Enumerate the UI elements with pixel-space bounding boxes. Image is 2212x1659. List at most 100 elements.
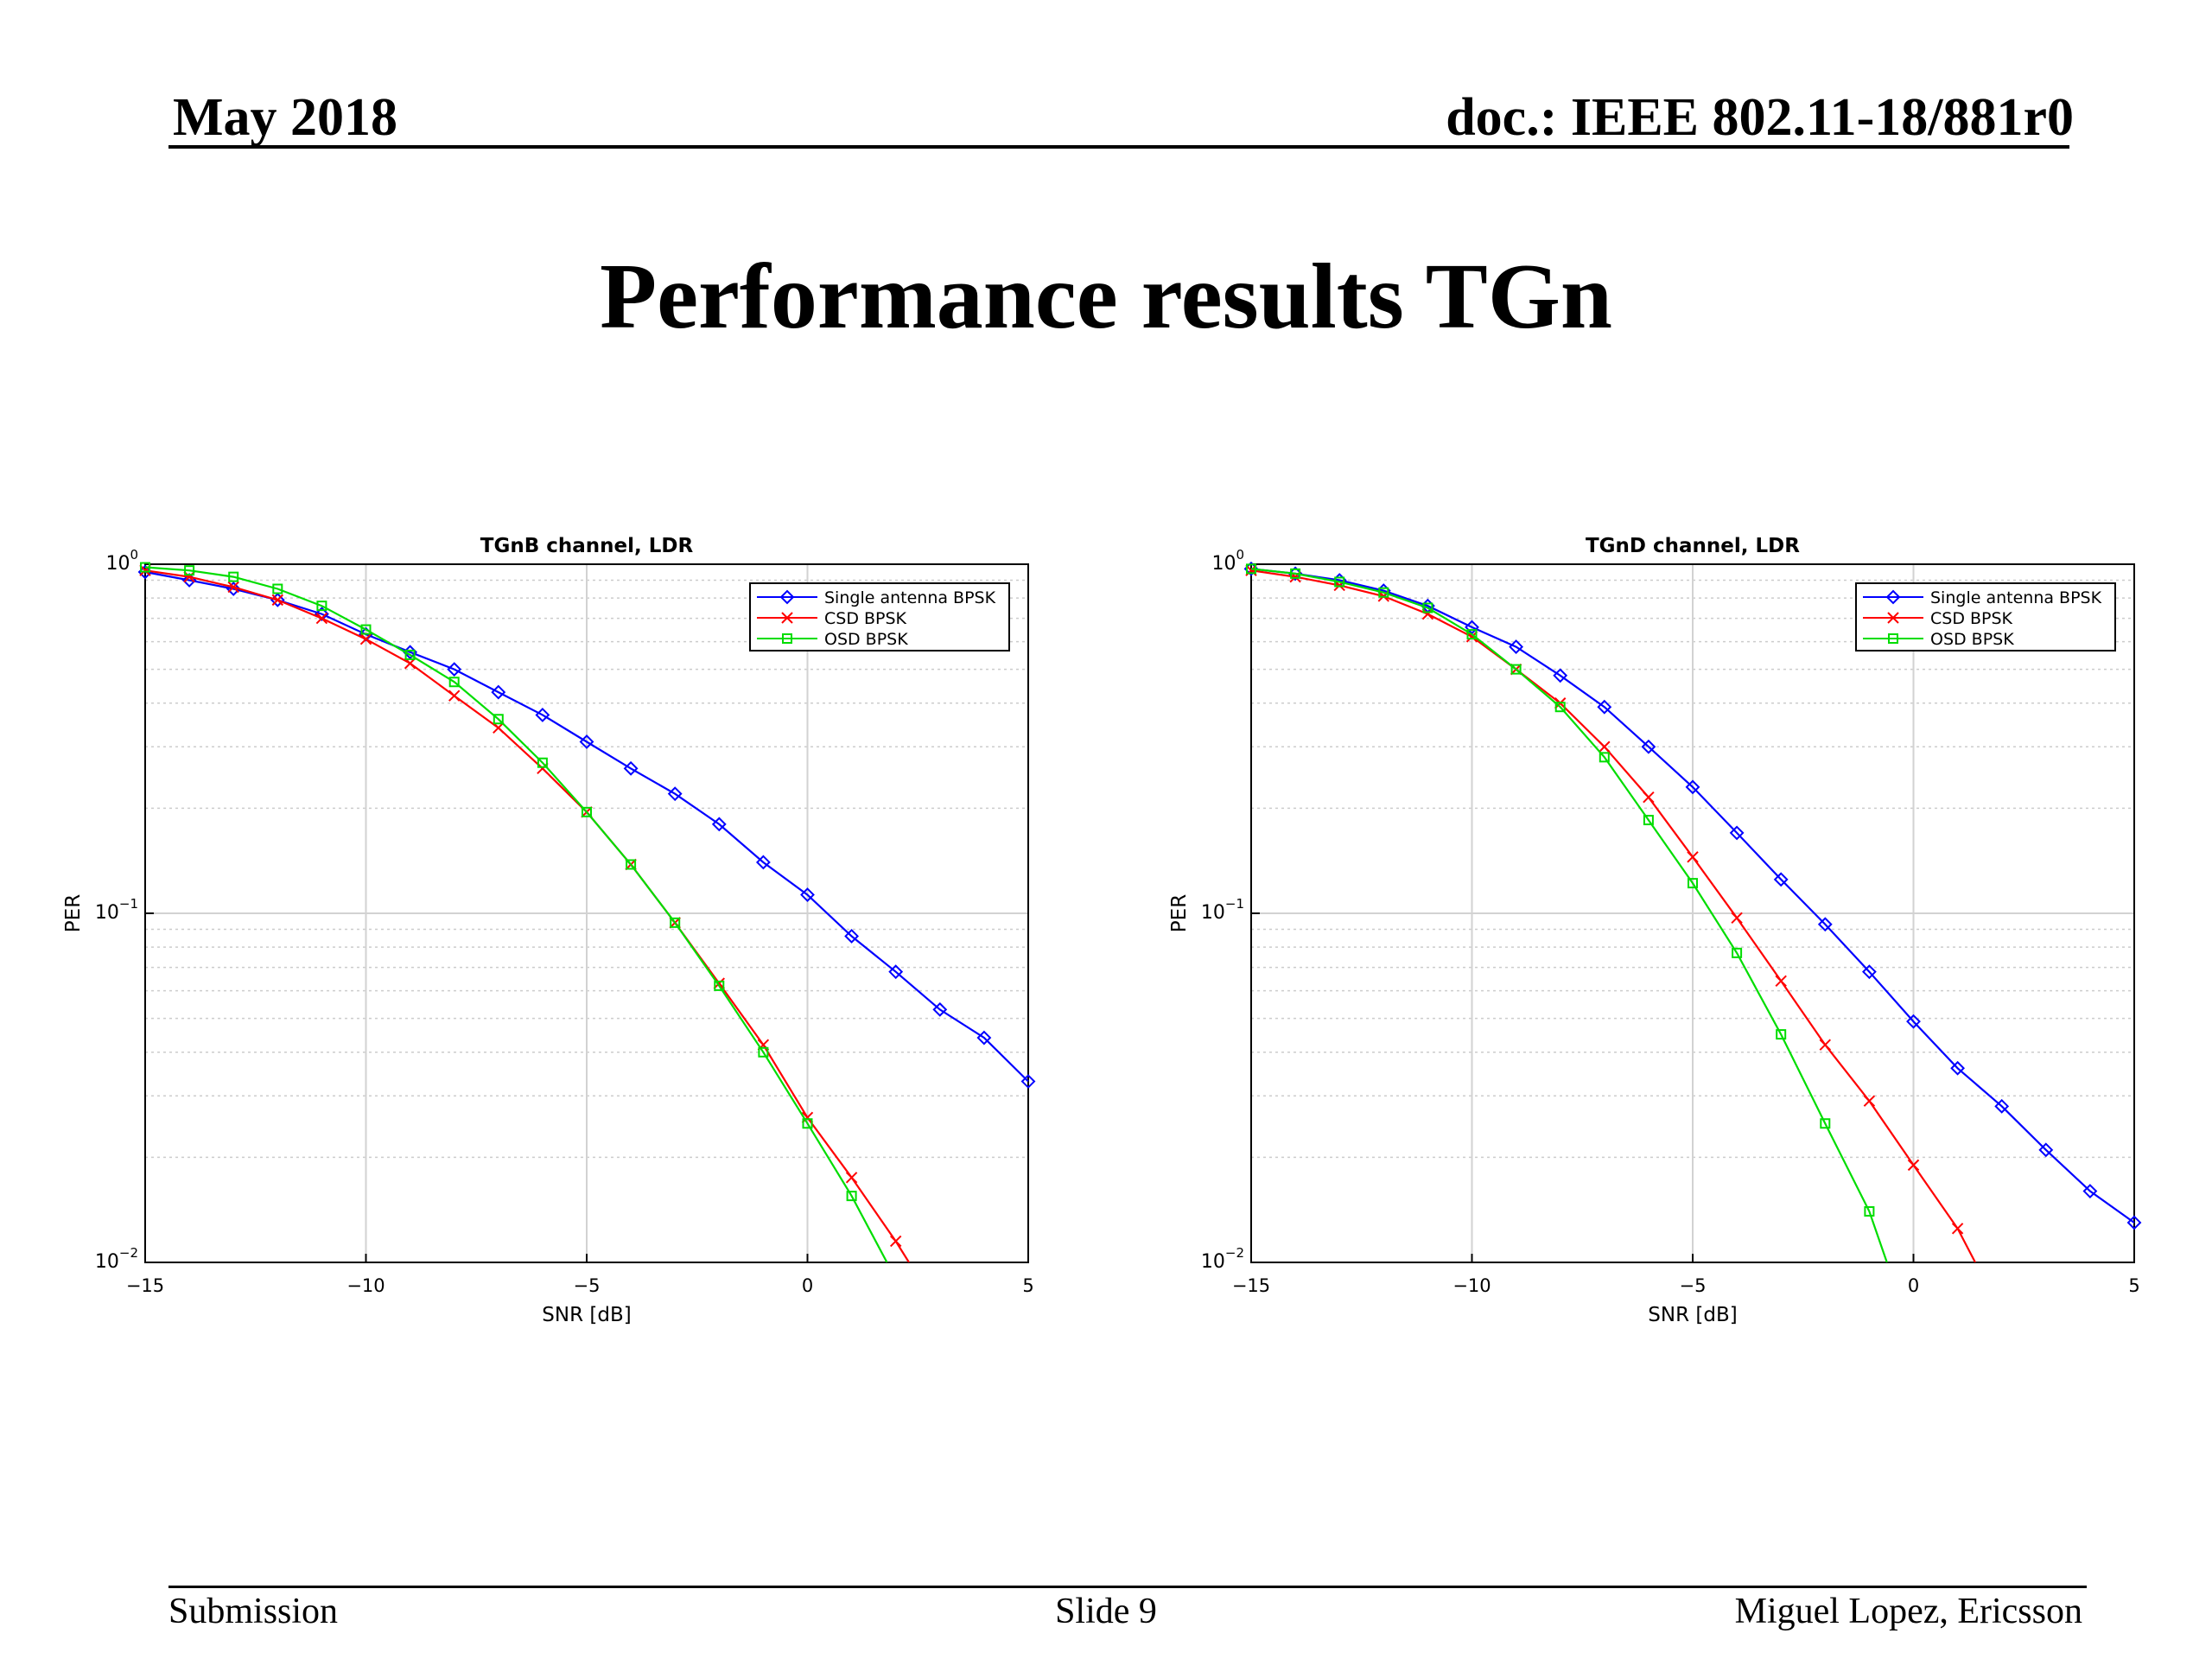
data-point <box>888 964 904 980</box>
footer-rule <box>168 1586 2087 1588</box>
data-point <box>537 757 548 768</box>
data-point <box>1553 668 1568 683</box>
data-point <box>1378 587 1389 598</box>
chart-tgnd: −15 −10 −5 0 5 10−2 10−1 100 TGnD channel, LDR SN… <box>1168 535 2142 1326</box>
x-tick-label: −10 <box>346 1275 385 1296</box>
data-point <box>1906 1014 1921 1029</box>
data-point <box>1246 563 1256 575</box>
data-point <box>448 690 461 702</box>
data-point <box>667 786 683 802</box>
x-tick-label: 0 <box>802 1275 813 1296</box>
y-tick-label: 10−1 <box>95 896 138 924</box>
data-point <box>1819 1039 1832 1051</box>
footer-author: Miguel Lopez, Ericsson <box>1734 1592 2082 1631</box>
header-date: May 2018 <box>173 88 398 147</box>
data-point <box>2082 1184 2098 1198</box>
legend-label: CSD BPSK <box>824 609 907 628</box>
series-0 <box>137 564 1036 1089</box>
data-point <box>228 571 239 582</box>
data-point <box>1466 629 1478 640</box>
data-point <box>1688 878 1698 889</box>
legend-marker <box>781 612 793 624</box>
data-point <box>1334 576 1345 588</box>
y-tick-label: 10−1 <box>1201 896 1244 924</box>
data-point <box>491 684 506 700</box>
y-axis-label: PER <box>1168 894 1191 932</box>
legend-label: OSD BPSK <box>1930 630 2014 649</box>
data-point <box>447 662 462 677</box>
y-tick-label: 10−2 <box>1201 1245 1244 1273</box>
data-point <box>714 980 725 991</box>
x-tick-label: −5 <box>574 1275 601 1296</box>
data-point <box>1509 639 1524 654</box>
data-point <box>1776 1029 1787 1040</box>
y-tick-label: 10−2 <box>95 1245 138 1273</box>
data-point <box>1643 815 1654 826</box>
x-tick-label: 5 <box>1022 1275 1033 1296</box>
data-point <box>227 581 239 594</box>
data-point <box>1994 1098 2010 1114</box>
data-point <box>272 583 283 594</box>
legend-label: CSD BPSK <box>1930 609 2013 628</box>
data-point <box>1820 1118 1831 1129</box>
data-point <box>2038 1142 2054 1158</box>
data-point <box>844 929 860 944</box>
header-doc-id: doc.: IEEE 802.11-18/881r0 <box>1446 88 2074 147</box>
slide-title: Performance results TGn <box>600 245 1612 348</box>
legend-label: Single antenna BPSK <box>1930 588 2102 607</box>
data-point <box>1907 1159 1920 1172</box>
legend-marker <box>779 589 795 605</box>
data-point <box>1643 791 1655 804</box>
data-point <box>404 649 416 660</box>
data-point <box>802 1118 813 1129</box>
data-point <box>271 594 284 607</box>
y-tick-label: 100 <box>105 547 138 575</box>
x-axis-label: SNR [dB] <box>1648 1304 1737 1326</box>
data-point <box>1863 1095 1876 1107</box>
data-point <box>316 601 327 612</box>
data-point <box>932 1001 948 1017</box>
x-tick-label: 5 <box>2128 1275 2139 1296</box>
data-point <box>535 708 550 722</box>
data-point <box>2126 1215 2142 1230</box>
data-point <box>711 817 727 832</box>
data-point <box>1599 752 1610 763</box>
legend-label: Single antenna BPSK <box>824 588 996 607</box>
series-line <box>144 569 910 1262</box>
data-point <box>582 806 592 817</box>
data-point <box>1685 779 1700 795</box>
legend-label: OSD BPSK <box>824 630 908 649</box>
data-point <box>1290 568 1301 579</box>
legend-marker <box>782 633 792 644</box>
data-point <box>758 1046 769 1058</box>
data-point <box>1732 947 1743 958</box>
data-point <box>623 760 639 776</box>
data-point <box>1731 912 1743 925</box>
x-tick-label: 0 <box>1908 1275 1919 1296</box>
chart-tgnb: −15 −10 −5 0 5 10−2 10−1 100 TGnB channel, LDR SN… <box>62 535 1036 1326</box>
legend-marker <box>1888 633 1898 644</box>
x-tick-label: −15 <box>126 1275 164 1296</box>
data-point <box>1020 1074 1036 1089</box>
data-point <box>1950 1060 1966 1076</box>
data-point <box>493 714 504 725</box>
legend-marker <box>1885 589 1901 605</box>
data-point <box>889 1235 902 1248</box>
y-tick-label: 100 <box>1211 547 1244 575</box>
data-point <box>846 1191 857 1202</box>
x-tick-label: −5 <box>1680 1275 1707 1296</box>
footer-slide-number: Slide 9 <box>1055 1592 1157 1631</box>
data-point <box>1687 851 1699 863</box>
data-point <box>1729 825 1745 841</box>
y-axis-label: PER <box>62 894 85 932</box>
series-line <box>1250 568 1888 1262</box>
series-2 <box>140 562 888 1262</box>
x-axis-label: SNR [dB] <box>542 1304 631 1326</box>
data-point <box>626 859 637 870</box>
chart-title: TGnB channel, LDR <box>480 535 694 557</box>
data-point <box>493 721 505 734</box>
data-point <box>184 565 195 576</box>
data-point <box>670 917 681 928</box>
x-tick-label: −15 <box>1232 1275 1270 1296</box>
data-point <box>315 612 328 625</box>
